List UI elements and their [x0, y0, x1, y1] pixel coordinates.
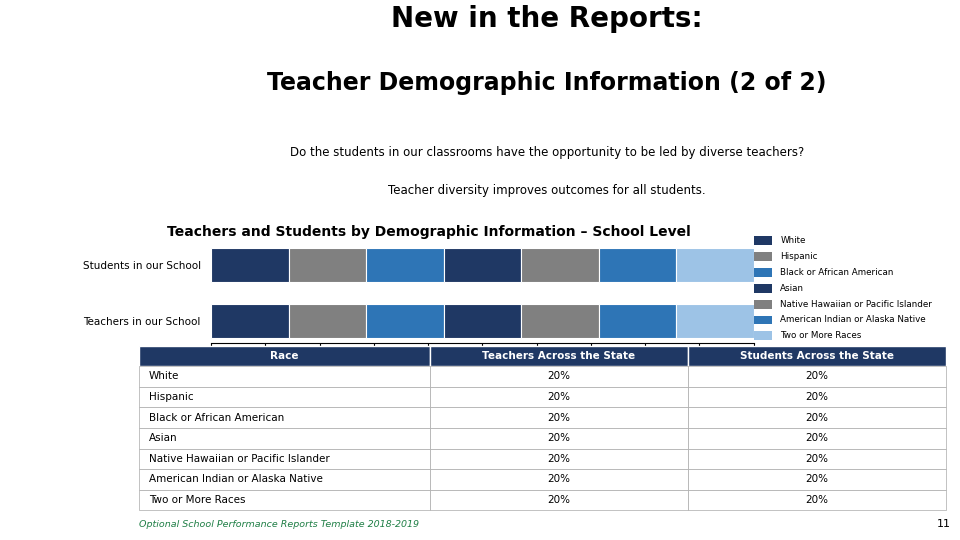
Bar: [429, 346, 687, 366]
Bar: [429, 449, 687, 469]
Bar: [754, 237, 772, 245]
Text: 20%: 20%: [805, 433, 828, 443]
Text: White: White: [149, 372, 180, 381]
Bar: [289, 305, 366, 339]
Bar: [139, 428, 429, 449]
Bar: [687, 490, 946, 510]
Bar: [687, 428, 946, 449]
Text: 20%: 20%: [547, 413, 570, 423]
Text: 20%: 20%: [805, 372, 828, 381]
Text: Optional School Performance Reports Template 2018-2019: Optional School Performance Reports Temp…: [139, 520, 420, 529]
Text: Black or African American: Black or African American: [149, 413, 284, 423]
Bar: [139, 407, 429, 428]
Bar: [754, 252, 772, 261]
Text: Hispanic: Hispanic: [780, 252, 818, 261]
Bar: [754, 268, 772, 277]
Text: Hispanic: Hispanic: [149, 392, 194, 402]
Text: 20%: 20%: [547, 454, 570, 464]
Text: 20%: 20%: [805, 413, 828, 423]
Bar: [754, 284, 772, 293]
Bar: [139, 449, 429, 469]
Bar: [687, 469, 946, 490]
Bar: [139, 387, 429, 407]
Text: Two or More Races: Two or More Races: [780, 332, 862, 340]
Bar: [429, 387, 687, 407]
Bar: [687, 407, 946, 428]
Bar: [429, 428, 687, 449]
Text: Asian: Asian: [149, 433, 178, 443]
Bar: [211, 305, 289, 339]
Text: Edit the data by right-
clicking the graph and
selecting “Edit Data.”
Do not cha: Edit the data by right- clicking the gra…: [5, 119, 126, 242]
Bar: [754, 300, 772, 308]
Bar: [687, 449, 946, 469]
Bar: [599, 247, 676, 281]
Bar: [521, 305, 599, 339]
Text: American Indian or Alaska Native: American Indian or Alaska Native: [149, 475, 323, 484]
Text: Two or More Races: Two or More Races: [149, 495, 246, 505]
Bar: [444, 247, 521, 281]
Bar: [366, 247, 444, 281]
Text: Teachers Across the State: Teachers Across the State: [482, 351, 636, 361]
Bar: [676, 247, 754, 281]
Bar: [139, 469, 429, 490]
Text: 20%: 20%: [547, 475, 570, 484]
Text: Black or African American: Black or African American: [780, 268, 894, 277]
Bar: [429, 407, 687, 428]
Bar: [289, 247, 366, 281]
Text: Students Across the State: Students Across the State: [739, 351, 894, 361]
Text: Native Hawaiian or Pacific Islander: Native Hawaiian or Pacific Islander: [780, 300, 932, 309]
Text: Native Hawaiian or Pacific Islander: Native Hawaiian or Pacific Islander: [149, 454, 329, 464]
Text: 20%: 20%: [547, 372, 570, 381]
Text: Teacher Demographic Information (2 of 2): Teacher Demographic Information (2 of 2): [268, 71, 827, 95]
Text: 20%: 20%: [547, 392, 570, 402]
Text: Teacher diversity improves outcomes for all students.: Teacher diversity improves outcomes for …: [389, 185, 706, 198]
Bar: [676, 305, 754, 339]
Text: Asian: Asian: [780, 284, 804, 293]
Bar: [139, 346, 429, 366]
Bar: [754, 315, 772, 325]
Bar: [687, 366, 946, 387]
Text: 20%: 20%: [805, 475, 828, 484]
Text: Do the students in our classrooms have the opportunity to be led by diverse teac: Do the students in our classrooms have t…: [290, 146, 804, 159]
Text: 11: 11: [936, 519, 950, 529]
Text: Race: Race: [270, 351, 299, 361]
Bar: [687, 346, 946, 366]
Bar: [139, 366, 429, 387]
Text: 20%: 20%: [805, 454, 828, 464]
Text: 20%: 20%: [805, 392, 828, 402]
Text: White: White: [780, 237, 805, 245]
Bar: [687, 387, 946, 407]
Text: 20%: 20%: [547, 495, 570, 505]
Bar: [429, 490, 687, 510]
Bar: [444, 305, 521, 339]
Bar: [139, 490, 429, 510]
Text: Teachers and Students by Demographic Information – School Level: Teachers and Students by Demographic Inf…: [167, 225, 691, 239]
Bar: [211, 247, 289, 281]
Bar: [429, 469, 687, 490]
Text: New in the Reports:: New in the Reports:: [392, 5, 703, 33]
Bar: [754, 332, 772, 340]
Text: 20%: 20%: [547, 433, 570, 443]
Bar: [599, 305, 676, 339]
Bar: [521, 247, 599, 281]
Bar: [429, 366, 687, 387]
Text: American Indian or Alaska Native: American Indian or Alaska Native: [780, 315, 926, 325]
Text: 20%: 20%: [805, 495, 828, 505]
Bar: [366, 305, 444, 339]
